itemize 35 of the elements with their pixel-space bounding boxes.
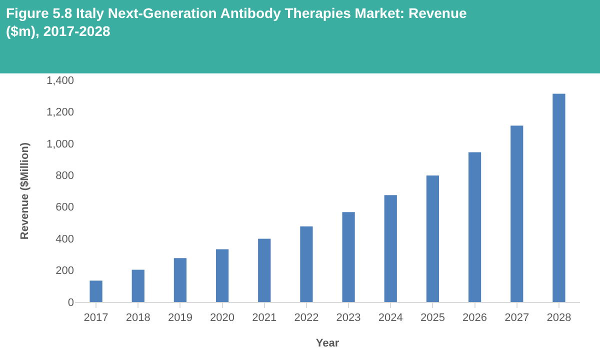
y-tick-label: 600	[56, 202, 74, 214]
x-tick-label: 2021	[252, 312, 277, 324]
x-tick-label: 2018	[126, 312, 150, 324]
bar	[552, 94, 566, 302]
bar	[426, 175, 440, 302]
bar	[174, 258, 187, 302]
y-axis-title: Revenue ($Million)	[19, 142, 32, 240]
bar	[468, 152, 482, 302]
x-tick-label: 2025	[420, 312, 445, 324]
x-tick-label: 2026	[462, 312, 488, 324]
y-tick-label: 1,400	[46, 74, 74, 87]
x-tick-label: 2017	[84, 312, 108, 324]
bar	[216, 249, 229, 302]
y-tick-label: 400	[56, 233, 74, 246]
x-tick-label: 2028	[546, 312, 572, 324]
y-tick-label: 1,200	[46, 106, 74, 119]
x-tick-label: 2024	[378, 312, 403, 324]
x-tick-label: 2022	[294, 312, 319, 324]
x-tick-label: 2027	[504, 312, 530, 324]
x-tick-label: 2023	[336, 312, 361, 324]
bar	[90, 280, 102, 302]
x-tick-label: 2019	[168, 312, 192, 324]
bar	[258, 238, 271, 302]
y-tick-label: 0	[68, 296, 74, 309]
bar	[384, 195, 397, 302]
bar	[342, 212, 355, 302]
y-tick-label: 200	[56, 265, 74, 278]
bar	[300, 226, 313, 302]
bar	[510, 126, 524, 302]
x-tick-label: 2020	[210, 312, 235, 324]
bar	[132, 270, 144, 302]
y-tick-label: 1,000	[46, 138, 74, 150]
x-axis-title: Year	[316, 337, 340, 350]
chart-title: Figure 5.8 Italy Next-Generation Antibody Therapies Market: Revenue ($m), 2017-2028	[6, 4, 468, 40]
y-tick-label: 800	[56, 170, 74, 182]
